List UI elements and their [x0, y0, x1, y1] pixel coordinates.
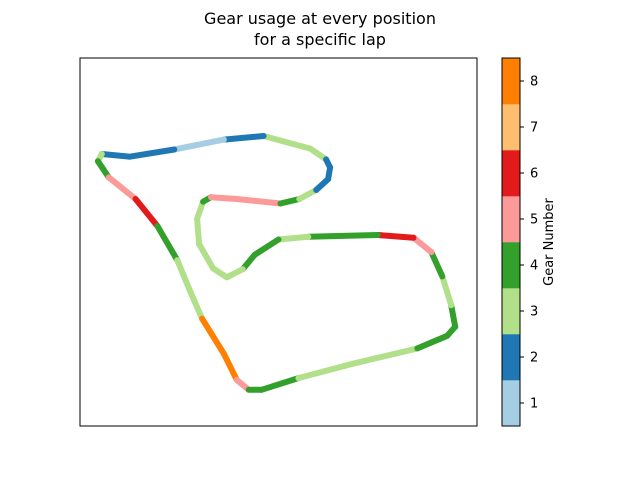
- track-segment-gear-2: [98, 151, 133, 160]
- colorbar-band-3: [502, 288, 520, 335]
- colorbar: 1 2 3 4 5 6 7 8: [501, 57, 538, 427]
- track-segment-gear-2: [323, 156, 334, 171]
- track-segment-gear-3: [174, 257, 193, 292]
- track-segment-gear-4: [448, 302, 459, 330]
- track-segment-gear-8: [199, 315, 227, 357]
- colorbar-band-4: [502, 242, 520, 289]
- track-segment-gear-5: [105, 174, 139, 202]
- track-segment-gear-4: [305, 232, 381, 240]
- track-segment-gear-3: [186, 286, 206, 322]
- colorbar-tick-label: 5: [530, 213, 538, 228]
- track-segment-gear-2: [220, 133, 267, 143]
- colorbar-tick-label: 3: [530, 305, 538, 320]
- colorbar-band-7: [502, 104, 520, 151]
- track-segment-gear-3: [296, 187, 320, 202]
- track-segment-gear-8: [220, 350, 240, 383]
- track-segment-gear-4: [154, 223, 181, 264]
- colorbar-tick-label: 1: [530, 397, 538, 412]
- track-segment-gear-3: [349, 345, 421, 367]
- colorbar-label: Gear Number: [542, 197, 557, 285]
- chart-title-line-2: for a specific lap: [254, 30, 386, 49]
- track-segment-gear-2: [126, 146, 178, 160]
- chart-title-line-1: Gear usage at every position: [204, 9, 436, 28]
- colorbar-tick-label: 6: [530, 167, 538, 182]
- track-segment-gear-3: [439, 273, 455, 309]
- track-segment-gear-3: [307, 145, 330, 163]
- track-segment-gear-5: [208, 194, 240, 202]
- colorbar-frame: [501, 57, 521, 427]
- colorbar-tick-label: 2: [530, 351, 538, 366]
- colorbar-tick-label: 8: [530, 75, 538, 90]
- track-segment-gear-3: [194, 198, 207, 222]
- track-segment-gear-4: [277, 196, 303, 207]
- track-segment-gear-5: [410, 234, 435, 256]
- colorbar-band-1: [502, 380, 520, 427]
- track-segment-gear-3: [196, 241, 216, 272]
- colorbar-band-5: [502, 196, 520, 243]
- colorbar-band-2: [502, 334, 520, 381]
- track-segment-gear-4: [258, 375, 302, 393]
- track-segment-gear-6: [374, 232, 417, 241]
- track-line: [94, 133, 459, 393]
- track-segment-gear-3: [194, 215, 203, 247]
- track-segment-gear-1: [171, 136, 227, 153]
- track-segment-gear-3: [295, 360, 356, 382]
- track-segment-gear-4: [428, 249, 446, 280]
- track-segment-gear-4: [414, 332, 451, 352]
- track-segment-gear-4: [239, 251, 258, 273]
- chart-title: Gear usage at every position for a speci…: [204, 9, 436, 49]
- colorbar-band-8: [502, 58, 520, 105]
- track-segment-gear-5: [233, 196, 284, 207]
- track-segment-gear-3: [275, 233, 312, 243]
- colorbar-band-6: [502, 150, 520, 197]
- colorbar-tick-label: 4: [530, 259, 538, 274]
- track-segment-gear-3: [260, 133, 314, 152]
- track-segment-gear-4: [94, 158, 112, 181]
- track-segment-gear-4: [251, 236, 282, 258]
- colorbar-tick-label: 7: [530, 121, 538, 136]
- track-segment-gear-6: [132, 196, 161, 229]
